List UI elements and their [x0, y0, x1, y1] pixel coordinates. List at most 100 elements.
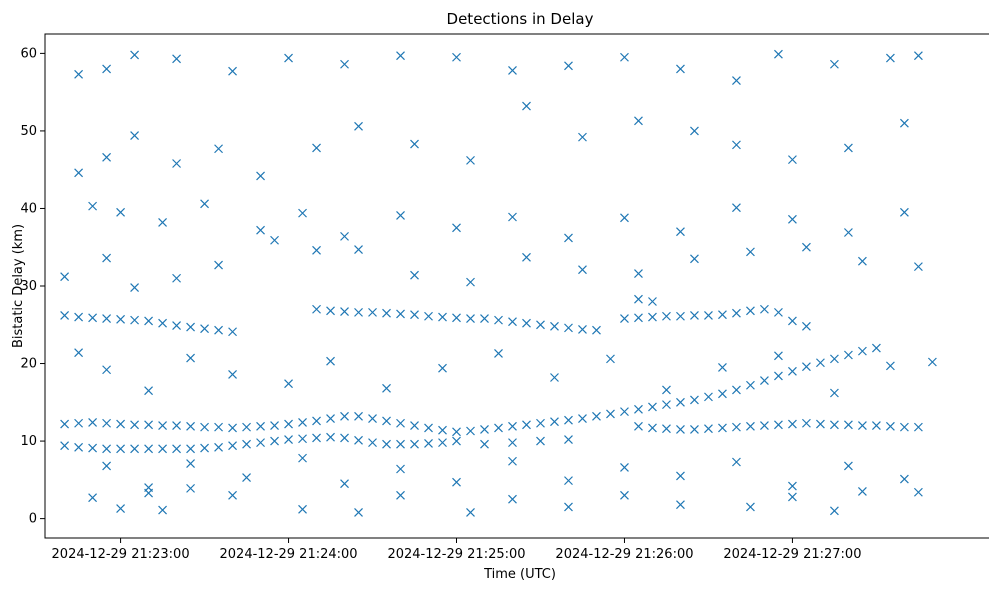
data-point: [816, 419, 825, 429]
y-tick-label: 60: [20, 46, 37, 61]
data-point: [508, 212, 517, 222]
data-point: [899, 474, 909, 484]
data-point: [676, 471, 685, 481]
data-point: [102, 152, 112, 162]
data-point: [228, 423, 237, 433]
data-point: [354, 245, 363, 254]
data-point: [424, 423, 433, 433]
data-point: [606, 409, 615, 419]
data-point: [857, 487, 867, 496]
y-tick-label: 30: [20, 279, 37, 294]
data-point: [788, 492, 797, 502]
data-point: [732, 385, 741, 395]
data-point: [829, 354, 839, 364]
data-point: [676, 64, 685, 74]
data-point: [186, 421, 195, 431]
y-axis-title: Bistatic Delay (km): [11, 224, 26, 348]
data-point: [676, 397, 685, 407]
data-point: [564, 323, 573, 333]
data-point: [788, 419, 797, 429]
data-point: [340, 411, 349, 421]
data-point: [718, 423, 727, 433]
data-point: [774, 307, 783, 317]
data-point: [144, 420, 154, 430]
data-point: [298, 504, 307, 514]
data-point: [662, 385, 671, 395]
data-point: [74, 312, 84, 322]
data-point: [592, 325, 601, 335]
data-point: [788, 366, 797, 376]
data-point: [606, 354, 615, 364]
data-point: [620, 52, 629, 62]
y-tick-label: 50: [20, 124, 37, 139]
data-point: [424, 311, 433, 321]
x-tick-label: 2024-12-29 21:26:00: [555, 547, 693, 562]
data-point: [802, 242, 811, 252]
data-point: [74, 348, 84, 358]
data-point: [732, 76, 741, 85]
data-point: [466, 314, 475, 323]
data-point: [284, 419, 293, 429]
data-point: [438, 438, 447, 448]
data-point: [410, 270, 419, 280]
data-point: [410, 310, 419, 320]
data-point: [760, 304, 769, 314]
data-point: [816, 358, 825, 368]
data-point: [88, 418, 98, 427]
data-point: [690, 395, 699, 405]
data-point: [522, 252, 531, 262]
data-point: [354, 507, 363, 517]
data-point: [522, 420, 531, 430]
data-point: [200, 324, 209, 334]
data-point: [690, 425, 699, 434]
data-point: [802, 362, 811, 372]
data-point: [144, 316, 154, 326]
data-point: [368, 414, 377, 424]
data-point: [158, 444, 167, 454]
data-point: [634, 269, 643, 279]
data-point: [102, 365, 112, 375]
data-point: [284, 53, 293, 63]
data-point: [578, 414, 587, 424]
data-point: [60, 419, 70, 429]
data-point: [382, 439, 391, 449]
data-point: [746, 380, 755, 390]
data-point: [270, 421, 279, 430]
data-point: [452, 223, 461, 233]
data-point: [382, 416, 391, 426]
data-point: [130, 444, 140, 454]
data-point: [899, 207, 909, 217]
data-point: [676, 227, 685, 237]
data-point: [326, 356, 335, 366]
data-point: [662, 311, 671, 321]
data-point: [88, 443, 98, 453]
data-point: [620, 463, 629, 472]
data-point: [788, 481, 797, 491]
data-point: [312, 304, 321, 314]
data-point: [158, 217, 167, 227]
data-point: [452, 313, 461, 323]
data-point: [774, 371, 783, 381]
data-point: [718, 389, 727, 399]
data-point: [634, 313, 643, 323]
data-point: [508, 317, 517, 327]
data-point: [340, 307, 349, 317]
data-point: [60, 441, 70, 451]
data-point: [494, 315, 503, 325]
data-point: [172, 421, 181, 430]
data-point: [144, 483, 154, 493]
data-point: [508, 421, 517, 431]
data-point: [480, 439, 489, 449]
data-point: [396, 439, 405, 449]
data-point: [74, 418, 84, 428]
x-tick-label: 2024-12-29 21:25:00: [387, 547, 525, 562]
data-point: [158, 318, 167, 328]
data-point: [424, 438, 433, 448]
data-point: [885, 53, 895, 63]
data-point: [298, 453, 307, 463]
data-point: [354, 411, 363, 421]
data-point: [760, 421, 769, 430]
data-point: [200, 199, 209, 209]
data-point: [829, 59, 839, 69]
